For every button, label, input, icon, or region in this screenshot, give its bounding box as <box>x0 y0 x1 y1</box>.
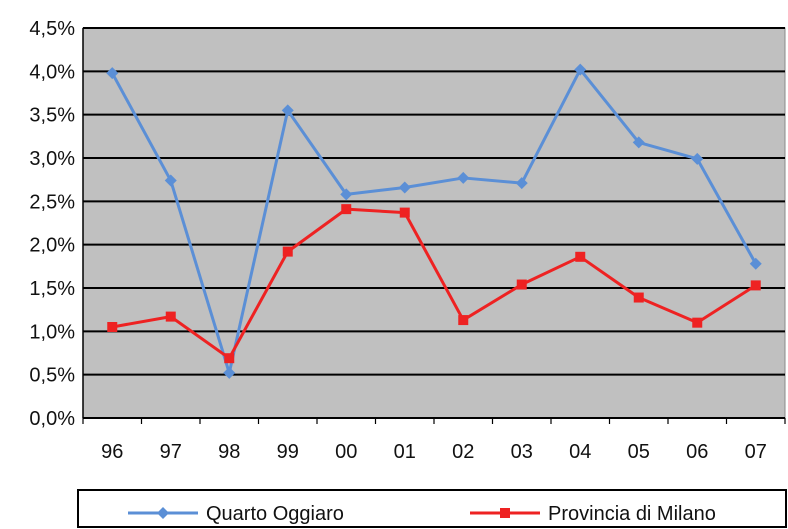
data-point <box>457 171 470 184</box>
x-tick-label: 06 <box>686 441 708 463</box>
legend-box <box>77 489 787 528</box>
legend-label: Provincia di Milano <box>548 503 716 525</box>
x-tick-label: 00 <box>335 441 357 463</box>
plot-area <box>82 27 786 419</box>
data-point <box>282 246 293 257</box>
x-tick-label: 02 <box>452 441 474 463</box>
x-tick-label: 05 <box>628 441 650 463</box>
x-tick-label: 96 <box>101 441 123 463</box>
data-point <box>691 152 704 165</box>
x-tick-label: 03 <box>511 441 533 463</box>
y-tick-label: 2,5% <box>29 191 75 213</box>
data-point <box>341 204 352 215</box>
series-line <box>110 68 758 375</box>
data-point <box>750 280 761 291</box>
data-point <box>692 317 703 328</box>
data-point <box>106 67 119 80</box>
x-tick-label: 04 <box>569 441 591 463</box>
series-line <box>111 207 757 360</box>
legend-marker <box>157 507 169 519</box>
data-point <box>399 207 410 218</box>
y-tick-label: 4,0% <box>29 61 75 83</box>
y-tick-label: 0,5% <box>29 365 75 387</box>
data-point <box>164 174 177 187</box>
series-0 <box>106 63 762 379</box>
y-tick-label: 0,0% <box>29 408 75 430</box>
data-point <box>223 366 236 379</box>
gridlines <box>82 27 786 424</box>
legend-entry-0: Quarto Oggiaro <box>128 503 344 525</box>
data-point <box>281 104 294 117</box>
data-point <box>633 292 644 303</box>
data-point <box>458 315 469 326</box>
legend-entry-1: Provincia di Milano <box>470 503 716 525</box>
data-point <box>224 353 235 364</box>
data-point <box>515 177 528 190</box>
data-point <box>398 181 411 194</box>
y-tick-label: 3,0% <box>29 148 75 170</box>
data-point <box>165 311 176 322</box>
y-tick-label: 1,0% <box>29 321 75 343</box>
data-point <box>575 251 586 262</box>
x-tick-label: 07 <box>745 441 767 463</box>
x-tick-label: 98 <box>218 441 240 463</box>
x-tick-label: 99 <box>277 441 299 463</box>
legend-label: Quarto Oggiaro <box>206 503 344 525</box>
y-tick-label: 3,5% <box>29 105 75 127</box>
data-point <box>632 136 645 149</box>
data-point <box>574 63 587 76</box>
legend-marker <box>500 508 510 518</box>
x-tick-label: 97 <box>160 441 182 463</box>
y-tick-label: 4,5% <box>29 18 75 40</box>
data-point <box>516 279 527 290</box>
series-lines <box>106 63 762 379</box>
y-axis-tick-labels: 0,0% 0,5% 1,0% 1,5% 2,0% 2,5% 3,0% 3,5% 4,0% 4,5% <box>29 18 75 430</box>
x-axis-tick-labels: 96 97 98 99 00 01 02 03 04 05 06 07 <box>101 441 767 463</box>
y-tick-label: 1,5% <box>29 278 75 300</box>
data-point <box>107 322 118 332</box>
y-tick-label: 2,0% <box>29 235 75 257</box>
legend: Quarto Oggiaro Provincia di Milano <box>77 489 787 528</box>
plot-background <box>82 27 786 419</box>
series-1 <box>107 204 761 364</box>
data-point <box>340 188 353 201</box>
data-point <box>749 257 762 270</box>
x-tick-label: 01 <box>394 441 416 463</box>
